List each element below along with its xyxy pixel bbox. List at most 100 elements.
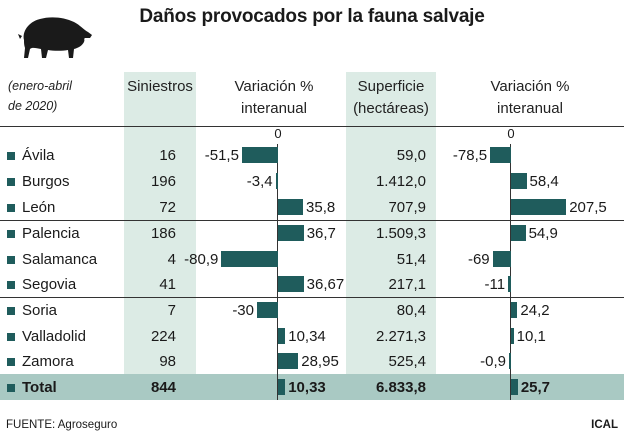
rule-group-2: [0, 297, 624, 298]
superficie-value: 51,4: [396, 251, 426, 268]
siniestros-value: 186: [150, 225, 176, 242]
var-superficie-bar: [490, 147, 511, 163]
row-bullet: [7, 178, 15, 186]
province-name: Ávila: [22, 147, 55, 164]
header-var-siniestros-line-2: interanual: [241, 100, 307, 117]
province-name: Valladolid: [22, 328, 86, 345]
siniestros-value: 844: [150, 379, 176, 396]
var-superficie-label: 54,9: [528, 225, 558, 242]
var-superficie-label: 207,5: [569, 199, 607, 216]
province-name: Burgos: [22, 173, 70, 190]
var-siniestros-label: 10,33: [288, 379, 326, 396]
header-superficie-line-1: Superficie: [357, 78, 425, 95]
var-siniestros-bar: [278, 379, 286, 395]
province-name: Segovia: [22, 276, 77, 293]
province-name: Palencia: [22, 225, 80, 242]
header-var-superficie-line-1: Variación %: [490, 78, 570, 95]
header-siniestros: Siniestros: [127, 78, 193, 95]
superficie-value: 1.509,3: [375, 225, 426, 242]
period-line-2: de 2020): [8, 99, 58, 113]
var-superficie-label: -11: [484, 276, 506, 293]
siniestros-value: 196: [150, 173, 176, 190]
row-bullet: [7, 281, 15, 289]
var-siniestros-label: -3,4: [246, 173, 273, 190]
superficie-value: 707,9: [388, 199, 426, 216]
var-siniestros-label: -30: [232, 302, 254, 319]
rule-group-1: [0, 220, 624, 221]
total-bullet: [7, 384, 15, 392]
var-superficie-label: 10,1: [516, 328, 546, 345]
var-superficie-bar: [508, 276, 511, 292]
var-superficie-bar: [492, 251, 511, 267]
siniestros-value: 72: [159, 199, 176, 216]
superficie-value: 80,4: [396, 302, 426, 319]
period-note: (enero-abril de 2020): [8, 76, 72, 116]
total-band: [0, 374, 624, 400]
siniestros-column-shade: [124, 72, 196, 374]
axis-var-siniestros: [277, 144, 278, 400]
var-siniestros-label: 28,95: [301, 353, 339, 370]
var-siniestros-bar: [257, 302, 278, 318]
superficie-value: 59,0: [396, 147, 426, 164]
var-siniestros-bar: [221, 251, 278, 267]
chart-title: Daños provocados por la fauna salvaje: [139, 6, 485, 27]
header-superficie: Superficie (hectáreas): [346, 76, 436, 120]
var-siniestros-label: -51,5: [204, 147, 239, 164]
var-siniestros-bar: [278, 353, 299, 369]
row-bullet: [7, 256, 15, 264]
superficie-value: 525,4: [388, 353, 426, 370]
siniestros-value: 4: [167, 251, 176, 268]
var-siniestros-bar: [278, 199, 304, 215]
superficie-value: 2.271,3: [375, 328, 426, 345]
credit: ICAL: [591, 419, 618, 431]
siniestros-value: 224: [150, 328, 176, 345]
siniestros-value: 16: [159, 147, 176, 164]
row-bullet: [7, 307, 15, 315]
zero-label-var-siniestros: 0: [274, 126, 282, 141]
period-line-1: (enero-abril: [8, 79, 72, 93]
superficie-value: 217,1: [388, 276, 426, 293]
rule-header: [0, 126, 624, 127]
source-note: FUENTE: Agroseguro: [6, 419, 118, 431]
var-superficie-label: -69: [467, 251, 490, 268]
var-siniestros-label: -80,9: [184, 251, 219, 268]
axis-var-superficie: [510, 144, 511, 400]
var-superficie-bar: [509, 353, 511, 369]
var-siniestros-label: 35,8: [306, 199, 336, 216]
total-label: Total: [22, 379, 57, 396]
zero-label-var-superficie: 0: [507, 126, 515, 141]
province-name: Salamanca: [22, 251, 98, 268]
header-superficie-line-2: (hectáreas): [353, 100, 429, 117]
var-superficie-label: -0,9: [480, 353, 506, 370]
var-superficie-bar: [511, 225, 526, 241]
province-name: León: [22, 199, 56, 216]
var-siniestros-label: 10,34: [288, 328, 326, 345]
province-name: Zamora: [22, 353, 74, 370]
province-name: Soria: [22, 302, 58, 319]
var-superficie-bar: [511, 173, 527, 189]
var-superficie-bar: [511, 379, 518, 395]
row-bullet: [7, 152, 15, 160]
superficie-value: 1.412,0: [375, 173, 426, 190]
var-siniestros-bar: [278, 276, 304, 292]
var-siniestros-bar: [278, 225, 304, 241]
var-siniestros-bar: [278, 328, 286, 344]
var-superficie-label: 58,4: [529, 173, 559, 190]
siniestros-value: 7: [167, 302, 176, 319]
var-superficie-bar: [511, 302, 518, 318]
var-siniestros-label: 36,7: [306, 225, 336, 242]
var-siniestros-label: 36,67: [306, 276, 345, 293]
header-var-siniestros-line-1: Variación %: [234, 78, 314, 95]
superficie-column-shade: [346, 72, 436, 374]
var-siniestros-bar: [241, 147, 278, 163]
var-superficie-bar: [511, 199, 567, 215]
var-superficie-label: 24,2: [520, 302, 550, 319]
var-siniestros-bar: [275, 173, 278, 189]
row-bullet: [7, 230, 15, 238]
boar-icon: [18, 17, 92, 58]
header-var-superficie: Variación % interanual: [470, 76, 590, 120]
siniestros-value: 98: [159, 353, 176, 370]
siniestros-value: 41: [159, 276, 176, 293]
var-superficie-label: -78,5: [452, 147, 488, 164]
row-bullet: [7, 333, 15, 341]
